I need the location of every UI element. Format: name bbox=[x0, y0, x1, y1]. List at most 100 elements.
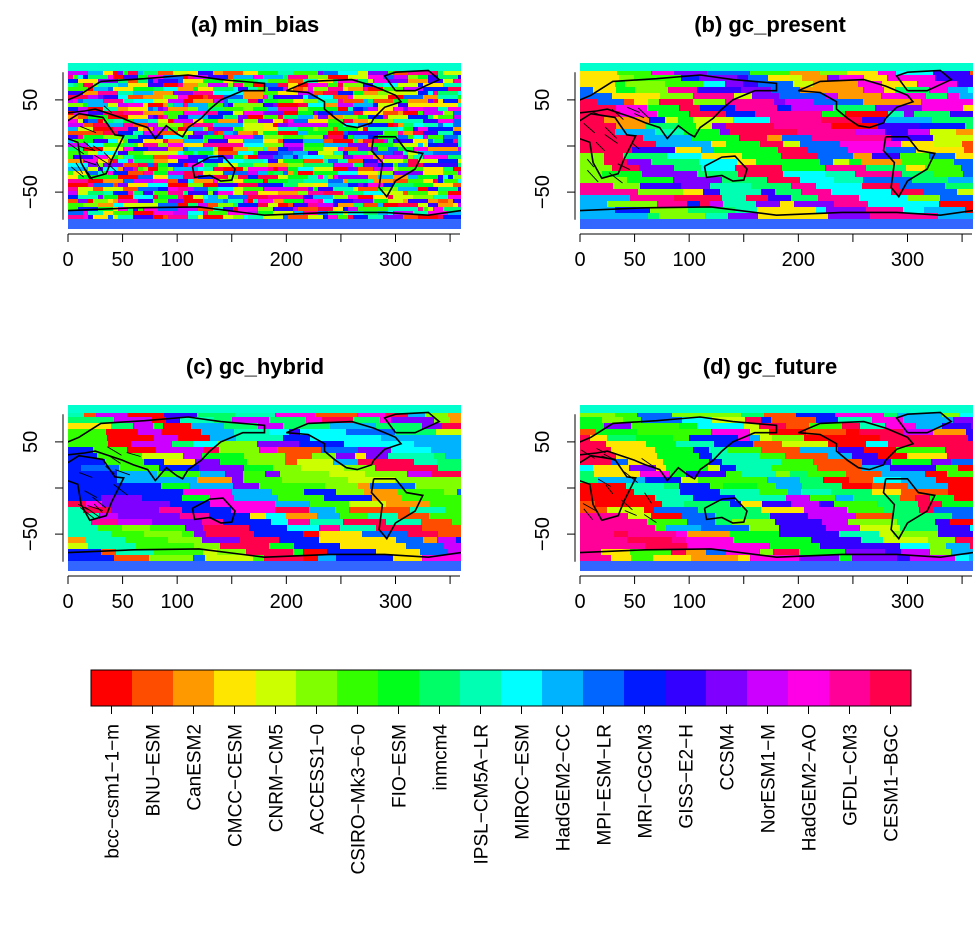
heat-cell bbox=[408, 135, 414, 140]
heat-cell bbox=[363, 187, 379, 192]
heat-cell bbox=[150, 543, 195, 550]
heat-cell bbox=[357, 411, 376, 418]
heat-cell bbox=[228, 103, 234, 108]
heat-cell bbox=[443, 163, 459, 168]
heat-cell bbox=[213, 87, 234, 92]
heat-cell bbox=[68, 187, 79, 192]
heat-cell bbox=[168, 115, 179, 120]
heat-cell bbox=[620, 111, 658, 118]
heat-cell bbox=[398, 127, 404, 132]
heat-cell bbox=[338, 71, 359, 76]
heat-cell bbox=[318, 171, 339, 176]
heat-cell bbox=[860, 423, 886, 430]
heat-cell bbox=[612, 135, 644, 142]
heat-cell bbox=[195, 459, 221, 466]
heat-cell bbox=[168, 187, 179, 192]
heat-cell bbox=[188, 147, 194, 152]
heat-cell bbox=[248, 411, 276, 418]
heat-cell bbox=[209, 513, 251, 520]
heat-cell bbox=[679, 123, 697, 130]
heat-cell bbox=[198, 71, 214, 76]
heat-cell bbox=[761, 507, 805, 514]
heat-cell bbox=[383, 183, 394, 188]
heat-cell bbox=[402, 495, 437, 502]
heat-cell bbox=[68, 99, 74, 104]
heat-cell bbox=[709, 459, 723, 466]
heat-cell bbox=[674, 195, 723, 202]
heat-cell bbox=[408, 71, 424, 76]
heat-cell bbox=[333, 203, 339, 208]
heat-cell bbox=[800, 141, 841, 148]
heat-cell bbox=[398, 123, 404, 128]
heat-cell bbox=[88, 71, 104, 76]
legend-label: bcc−csm1−1−m bbox=[103, 724, 124, 859]
heat-cell bbox=[188, 179, 194, 184]
heat-cell bbox=[964, 147, 973, 154]
heat-cell bbox=[133, 87, 154, 92]
heat-cell bbox=[393, 75, 409, 80]
heat-cell bbox=[343, 155, 354, 160]
heat-cell bbox=[278, 139, 284, 144]
heat-cell bbox=[78, 199, 89, 204]
heat-cell bbox=[948, 483, 973, 490]
heat-cell bbox=[268, 147, 279, 152]
heat-cell bbox=[925, 471, 936, 478]
heat-cell bbox=[243, 139, 264, 144]
heat-cell bbox=[138, 429, 162, 436]
heat-cell bbox=[303, 531, 320, 538]
heat-cell bbox=[438, 99, 444, 104]
heat-cell bbox=[278, 99, 294, 104]
heat-cell bbox=[263, 127, 279, 132]
heat-cell bbox=[373, 199, 389, 204]
heat-cell bbox=[681, 75, 700, 82]
heat-cell bbox=[168, 143, 184, 148]
heat-cell bbox=[68, 123, 84, 128]
heat-cell bbox=[114, 555, 150, 562]
heat-cell bbox=[68, 167, 89, 172]
heat-cell bbox=[635, 87, 658, 94]
border-path bbox=[637, 107, 650, 119]
heat-cell bbox=[736, 465, 772, 472]
heat-cell bbox=[98, 163, 104, 168]
heat-cell bbox=[433, 155, 449, 160]
heat-cell bbox=[431, 447, 461, 454]
heat-cell bbox=[138, 79, 149, 84]
heat-cell bbox=[323, 175, 329, 180]
border-path bbox=[113, 484, 128, 496]
heat-cell bbox=[393, 555, 423, 562]
heat-cell bbox=[198, 83, 209, 88]
heat-cell bbox=[781, 459, 814, 466]
heat-cell bbox=[656, 465, 667, 472]
heat-cell bbox=[268, 179, 289, 184]
heat-cell bbox=[699, 453, 713, 460]
heat-cell bbox=[142, 495, 183, 502]
heat-cell bbox=[123, 163, 139, 168]
heat-cell bbox=[580, 117, 595, 124]
heat-cell bbox=[951, 549, 973, 556]
heat-cell bbox=[834, 201, 869, 208]
heat-cell bbox=[333, 139, 354, 144]
heat-cell bbox=[427, 435, 461, 442]
heat-cell bbox=[825, 171, 856, 178]
heat-cell bbox=[223, 215, 234, 220]
heat-cell bbox=[338, 79, 359, 84]
heat-cell bbox=[834, 177, 864, 184]
border-path bbox=[79, 472, 93, 478]
legend-label: inmcm4 bbox=[431, 724, 452, 791]
legend-swatch bbox=[378, 670, 420, 706]
heat-cell bbox=[288, 519, 311, 526]
heat-cell bbox=[403, 107, 409, 112]
heat-cell bbox=[736, 513, 771, 520]
heat-cell bbox=[580, 519, 614, 526]
heat-cell bbox=[213, 71, 224, 76]
heat-cell bbox=[148, 183, 169, 188]
x-tick-label: 50 bbox=[623, 591, 645, 613]
heat-cell bbox=[702, 411, 742, 418]
heat-cell bbox=[906, 165, 926, 172]
heat-cell bbox=[413, 139, 429, 144]
heat-cell bbox=[714, 147, 738, 154]
heat-cell bbox=[258, 151, 279, 156]
heat-cell bbox=[423, 103, 439, 108]
heat-cell bbox=[323, 71, 339, 76]
